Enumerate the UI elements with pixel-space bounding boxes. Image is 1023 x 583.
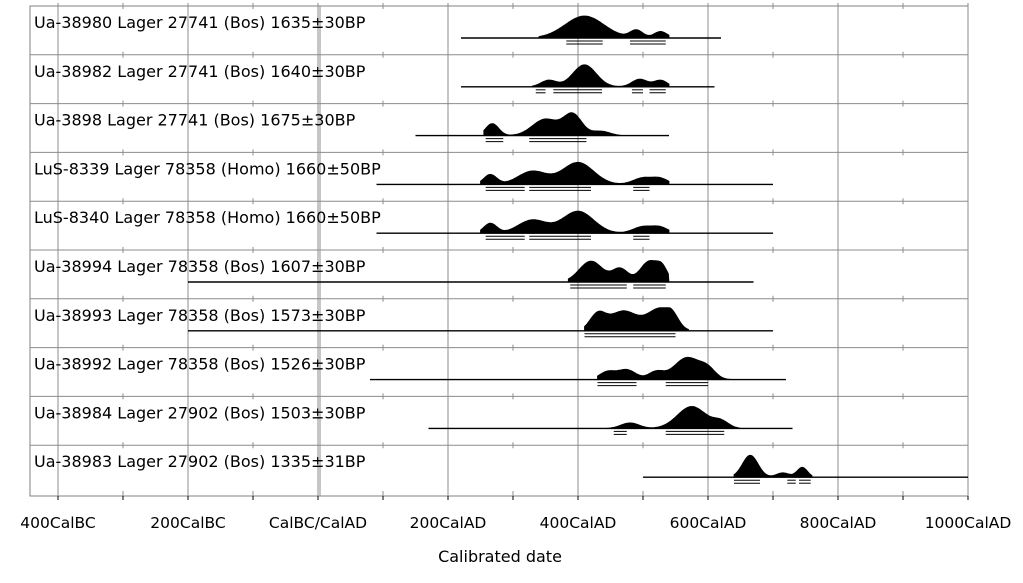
sample-label: Ua-38983 Lager 27902 (Bos) 1335±31BP	[34, 452, 366, 471]
distributions	[188, 15, 968, 484]
probability-distribution	[733, 454, 813, 478]
probability-distribution	[480, 210, 670, 234]
x-axis-title: Calibrated date	[438, 547, 562, 566]
x-tick-label: 200CalAD	[410, 514, 487, 532]
x-tick-label: 400CalAD	[540, 514, 617, 532]
sample-label: Ua-3898 Lager 27741 (Bos) 1675±30BP	[34, 111, 356, 130]
x-tick-label: 600CalAD	[670, 514, 747, 532]
probability-distribution	[483, 112, 621, 136]
row-labels: Ua-38980 Lager 27741 (Bos) 1635±30BP Ua-3…	[34, 13, 381, 471]
probability-distribution	[538, 15, 670, 39]
x-tick-label: 200CalBC	[150, 514, 225, 532]
probability-distribution	[597, 356, 735, 380]
sample-label: LuS-8339 Lager 78358 (Homo) 1660±50BP	[34, 159, 381, 178]
x-tick-label: 1000CalAD	[925, 514, 1012, 532]
x-tick-label: 800CalAD	[800, 514, 877, 532]
probability-distribution	[606, 405, 742, 429]
probability-distribution	[480, 161, 670, 185]
grid	[29, 3, 969, 497]
sample-label: Ua-38980 Lager 27741 (Bos) 1635±30BP	[34, 13, 366, 32]
sample-label: Ua-38994 Lager 78358 (Bos) 1607±30BP	[34, 257, 366, 276]
probability-distribution	[584, 307, 689, 332]
x-axis: 400CalBC 200CalBC CalBC/CalAD 200CalAD 400Ca…	[20, 496, 1011, 532]
x-tick-label: 400CalBC	[20, 514, 95, 532]
sample-label: Ua-38984 Lager 27902 (Bos) 1503±30BP	[34, 403, 366, 422]
sample-label: Ua-38992 Lager 78358 (Bos) 1526±30BP	[34, 355, 366, 374]
x-tick-label: CalBC/CalAD	[269, 514, 367, 532]
probability-distribution	[567, 259, 670, 283]
sample-label: Ua-38993 Lager 78358 (Bos) 1573±30BP	[34, 306, 366, 325]
probability-distribution	[532, 64, 670, 88]
sample-label: Ua-38982 Lager 27741 (Bos) 1640±30BP	[34, 62, 366, 81]
sample-label: LuS-8340 Lager 78358 (Homo) 1660±50BP	[34, 208, 381, 227]
